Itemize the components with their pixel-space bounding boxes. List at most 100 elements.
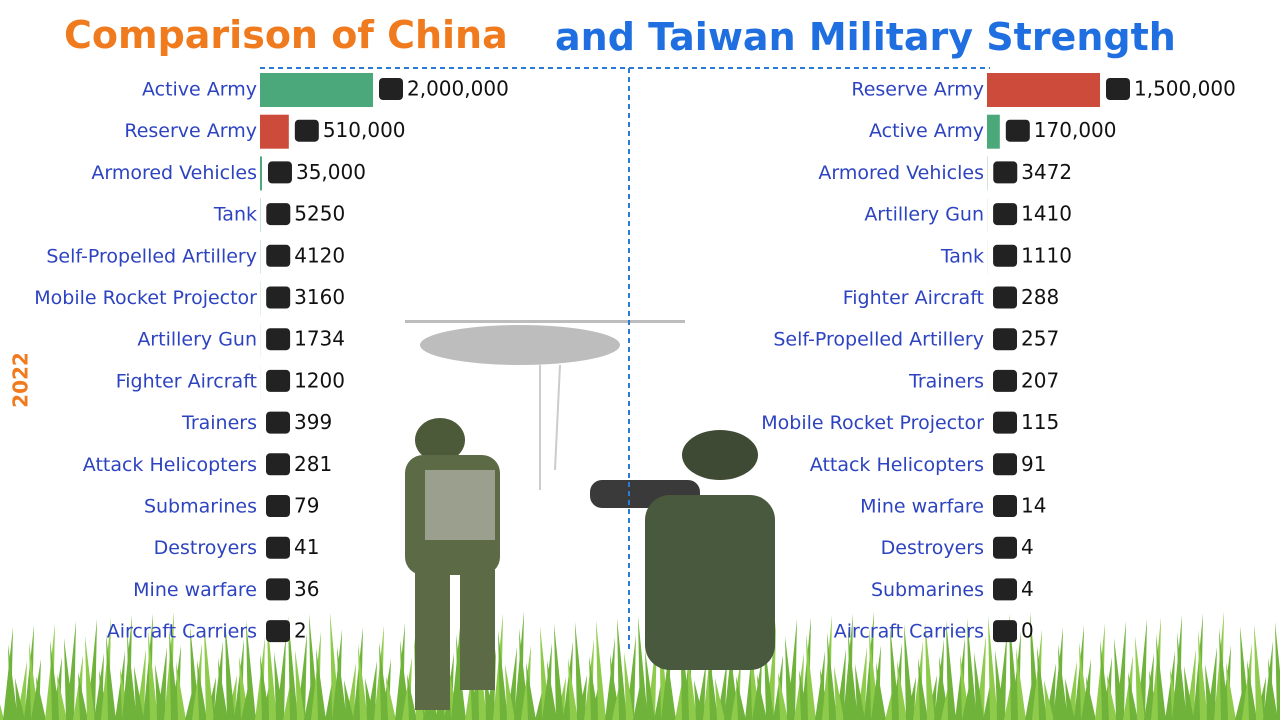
category-label: Self-Propelled Artillery bbox=[46, 245, 257, 267]
grass-blade bbox=[596, 620, 606, 720]
icon bbox=[993, 411, 1018, 434]
icon bbox=[993, 244, 1018, 267]
value-label: 257 bbox=[1021, 327, 1059, 351]
icon bbox=[266, 411, 291, 434]
grass-blade bbox=[554, 624, 564, 720]
icon bbox=[266, 369, 291, 392]
grass-blade bbox=[617, 618, 627, 720]
category-label: Attack Helicopters bbox=[83, 454, 257, 476]
bar bbox=[260, 73, 373, 107]
grass-blade bbox=[925, 622, 935, 720]
value-label: 36 bbox=[294, 577, 319, 601]
chart-title: Comparison of China bbox=[64, 13, 508, 57]
category-label: Self-Propelled Artillery bbox=[773, 329, 984, 351]
category-label: Attack Helicopters bbox=[810, 454, 984, 476]
grass-blade bbox=[848, 630, 858, 720]
grass-blade bbox=[1254, 624, 1264, 720]
soldier-right bbox=[590, 430, 775, 670]
grass-blade bbox=[337, 646, 347, 720]
grass-blade bbox=[505, 664, 515, 720]
grass-blade bbox=[267, 618, 277, 720]
grass-blade bbox=[386, 676, 396, 720]
category-label: Artillery Gun bbox=[137, 329, 257, 351]
category-label: Tank bbox=[940, 245, 984, 267]
icon bbox=[266, 286, 291, 309]
category-label: Reserve Army bbox=[124, 120, 257, 142]
bar bbox=[987, 114, 1000, 149]
value-label: 14 bbox=[1021, 494, 1046, 518]
grass-blade bbox=[1114, 638, 1124, 720]
grass-blade bbox=[827, 632, 837, 720]
category-label: Mobile Rocket Projector bbox=[761, 412, 984, 434]
grass-blade bbox=[36, 676, 46, 720]
icon bbox=[266, 203, 291, 226]
category-label: Mobile Rocket Projector bbox=[34, 287, 257, 309]
icon bbox=[1005, 119, 1030, 142]
grass-blade bbox=[225, 622, 235, 720]
bar bbox=[260, 114, 289, 149]
category-label: Artillery Gun bbox=[864, 204, 984, 226]
value-label: 170,000 bbox=[1034, 118, 1117, 142]
grass-blade bbox=[778, 672, 788, 720]
icon bbox=[379, 78, 403, 100]
value-label: 1410 bbox=[1021, 202, 1072, 226]
grass-blade bbox=[127, 632, 137, 720]
grass-blade bbox=[155, 664, 165, 720]
category-label: Active Army bbox=[142, 79, 257, 101]
icon bbox=[267, 161, 292, 184]
grass-blade bbox=[85, 636, 95, 720]
grass-blade bbox=[757, 674, 767, 720]
grass-blade bbox=[946, 620, 956, 720]
icon bbox=[993, 495, 1018, 517]
category-label: Armored Vehicles bbox=[91, 162, 257, 184]
grass-blade bbox=[624, 652, 634, 720]
value-label: 115 bbox=[1021, 410, 1059, 434]
category-label: Trainers bbox=[181, 412, 257, 434]
grass-blade bbox=[638, 616, 648, 720]
value-label: 35,000 bbox=[296, 160, 366, 184]
soldier-left bbox=[405, 418, 500, 710]
icon bbox=[1106, 78, 1130, 100]
category-label: Submarines bbox=[144, 496, 257, 518]
category-label: Destroyers bbox=[881, 537, 984, 559]
grass-blade bbox=[498, 630, 508, 720]
grass-blade bbox=[1247, 660, 1257, 720]
grass-blade bbox=[197, 660, 207, 720]
grass-blade bbox=[344, 680, 354, 720]
icon bbox=[266, 620, 291, 643]
grass-blade bbox=[904, 624, 914, 720]
icon bbox=[993, 203, 1018, 226]
value-label: 1,500,000 bbox=[1134, 77, 1236, 101]
grass-blade bbox=[806, 634, 816, 720]
grass-blade bbox=[526, 662, 536, 720]
grass-blade bbox=[1156, 634, 1166, 720]
grass-blade bbox=[274, 652, 284, 720]
category-label: Mine warfare bbox=[860, 496, 984, 518]
grass-blade bbox=[316, 648, 326, 720]
value-label: 3160 bbox=[294, 285, 345, 309]
chart-title: and Taiwan Military Strength bbox=[555, 15, 1176, 59]
category-label: Armored Vehicles bbox=[818, 162, 984, 184]
grass-blade bbox=[988, 616, 998, 720]
icon bbox=[266, 495, 291, 517]
value-label: 399 bbox=[294, 410, 332, 434]
grass-blade bbox=[568, 658, 578, 720]
value-label: 4 bbox=[1021, 577, 1034, 601]
value-label: 1200 bbox=[294, 368, 345, 392]
category-label: Destroyers bbox=[154, 537, 257, 559]
icon bbox=[266, 453, 291, 476]
icon bbox=[993, 578, 1018, 601]
grass-blade bbox=[218, 658, 228, 720]
grass-blade bbox=[1058, 644, 1068, 720]
value-label: 2,000,000 bbox=[407, 77, 509, 101]
grass-blade bbox=[0, 704, 4, 720]
grass-blade bbox=[78, 672, 88, 720]
category-label: Aircraft Carriers bbox=[107, 621, 257, 643]
grass-blade bbox=[694, 680, 704, 720]
icon bbox=[266, 536, 291, 559]
grass-blade bbox=[1086, 676, 1096, 720]
grass-blade bbox=[897, 660, 907, 720]
icon bbox=[266, 328, 291, 351]
grass-blade bbox=[295, 650, 305, 720]
